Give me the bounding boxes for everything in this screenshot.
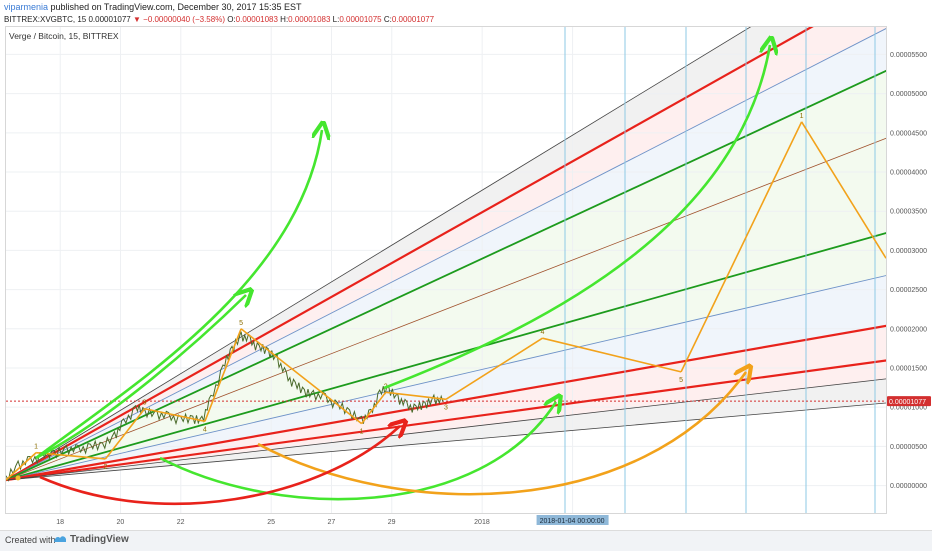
forecast-arrow xyxy=(159,402,556,501)
fan-line xyxy=(6,324,886,482)
price-tick-label: 0.00001500 xyxy=(890,365,927,372)
fan-line xyxy=(6,275,886,481)
ohlc-header: BITTREX:XVGBTC, 15 0.00001077 ▼ −0.00000… xyxy=(4,15,434,24)
chart-panel[interactable] xyxy=(5,26,887,514)
forecast-arrow xyxy=(39,426,400,506)
fan-line xyxy=(6,378,886,481)
wave-label: 2 xyxy=(103,464,107,471)
wave-line xyxy=(542,337,682,373)
forecast-arrow xyxy=(383,45,770,390)
down-arrow-icon: ▼ xyxy=(132,15,141,24)
time-marker-label: 2018-01-04 00:00:00 xyxy=(540,518,605,525)
tradingview-brand[interactable]: TradingView xyxy=(70,534,129,545)
price-tick-label: 0.00004000 xyxy=(890,170,927,177)
price-tick-label: 0.00004500 xyxy=(890,130,927,137)
fan-line xyxy=(6,28,886,481)
current-price-tag xyxy=(887,396,931,407)
price-tick-label: 0.00000000 xyxy=(890,483,927,490)
fan-line xyxy=(6,232,886,481)
footer-bar: Created with TradingView xyxy=(0,530,932,551)
wave-line xyxy=(445,337,543,401)
price-tick-label: 0.00005000 xyxy=(890,91,927,98)
wave-label: 1 xyxy=(360,429,364,436)
price-change: −0.00000040 (−3.58%) xyxy=(143,15,225,24)
fan-line xyxy=(6,137,886,481)
wave-label: 5 xyxy=(239,320,243,327)
open-label: O: xyxy=(227,15,236,24)
forecast-arrow xyxy=(35,130,322,460)
wave-line xyxy=(360,391,387,425)
fan-line xyxy=(6,69,886,481)
forecast-arrow xyxy=(35,295,246,460)
wave-label: 4 xyxy=(203,426,207,433)
price-tick-label: 0.00000500 xyxy=(890,444,927,451)
time-tick-label: 22 xyxy=(177,519,185,526)
created-with-label: Created with xyxy=(5,535,56,545)
wave-line xyxy=(204,328,242,422)
close-value: 0.00001077 xyxy=(391,15,435,24)
wave-line xyxy=(385,391,447,401)
price-tick-label: 0.00005500 xyxy=(890,52,927,59)
wave-line xyxy=(6,452,37,481)
wave-label: 1 xyxy=(800,113,804,120)
current-price-label: 0.00001077 xyxy=(889,399,926,406)
wave-label: 1 xyxy=(34,444,38,451)
low-value: 0.00001075 xyxy=(339,15,382,24)
publish-header: viparmenia published on TradingView.com,… xyxy=(4,2,302,12)
wave-label: 4 xyxy=(540,329,544,336)
time-tick-label: 27 xyxy=(327,519,335,526)
fan-line xyxy=(6,27,752,481)
time-marker-tag xyxy=(536,515,609,525)
price-tick-label: 0.00002500 xyxy=(890,287,927,294)
time-tick-label: 20 xyxy=(117,519,125,526)
publish-info: published on TradingView.com, December 3… xyxy=(50,2,302,12)
anchor-point xyxy=(15,475,21,481)
close-label: C: xyxy=(383,15,392,24)
time-tick-label: 18 xyxy=(56,519,64,526)
symbol-label: BITTREX:XVGBTC, 15 xyxy=(4,15,87,24)
wave-line xyxy=(36,451,106,460)
price-tick-label: 0.00002000 xyxy=(890,326,927,333)
last-price: 0.00001077 xyxy=(88,15,131,24)
price-tick-label: 0.00001000 xyxy=(890,405,927,412)
wave-line xyxy=(680,121,803,373)
wave-label: 3 xyxy=(444,404,448,411)
fan-line xyxy=(6,402,886,481)
price-tick-label: 0.00003000 xyxy=(890,248,927,255)
author-link[interactable]: viparmenia xyxy=(4,2,49,12)
wave-label: 3 xyxy=(143,400,147,407)
low-label: L: xyxy=(332,15,340,24)
price-line xyxy=(6,331,444,482)
open-value: 0.00001083 xyxy=(235,15,278,24)
tradingview-logo-icon xyxy=(54,536,66,542)
forecast-arrow xyxy=(257,372,746,496)
wave-line xyxy=(144,407,206,423)
projection-line xyxy=(800,121,886,259)
time-tick-label: 29 xyxy=(388,519,396,526)
price-tick-label: 0.00003500 xyxy=(890,209,927,216)
time-tick-label: 25 xyxy=(267,519,275,526)
wave-line xyxy=(240,328,363,425)
wave-line xyxy=(104,408,146,460)
chart-title: Verge / Bitcoin, 15, BITTREX xyxy=(9,31,119,41)
high-label: H: xyxy=(280,15,289,24)
wave-label: 5 xyxy=(679,377,683,384)
time-tick-label: 2018 xyxy=(474,519,490,526)
high-value: 0.00001083 xyxy=(288,15,331,24)
